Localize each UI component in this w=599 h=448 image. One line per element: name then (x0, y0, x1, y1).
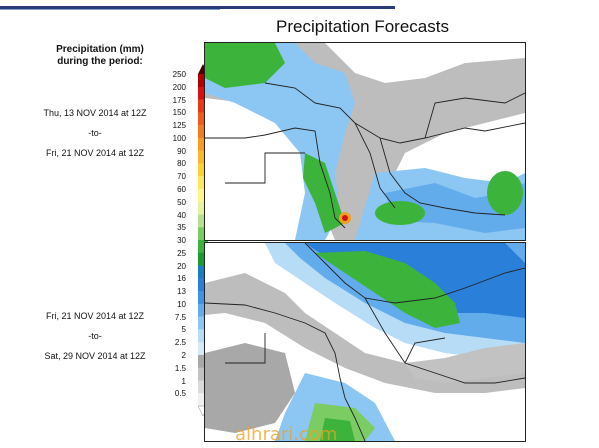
header-rule-accent (0, 9, 220, 10)
scale-swatch (198, 188, 208, 202)
scale-tick-label: 1.5 (174, 363, 186, 373)
precipitation-map-1 (205, 43, 525, 240)
scale-swatch (198, 74, 208, 88)
scale-swatch (198, 240, 208, 254)
scale-tick-label: 16 (177, 274, 186, 284)
scale-tick-label: 200 (172, 82, 186, 92)
scale-swatch (198, 163, 208, 177)
coastlines (205, 82, 525, 229)
green-band-north (315, 251, 460, 328)
period-2-start: Fri, 21 NOV 2014 at 12Z (45, 311, 145, 321)
scale-tick-label: 25 (177, 248, 186, 258)
scale-tick-label: 30 (177, 236, 186, 245)
scale-tick-label: 13 (177, 287, 186, 297)
scale-tick-label: 100 (172, 133, 186, 143)
green-band (205, 43, 285, 88)
scale-tick-label: 250 (172, 70, 186, 79)
scale-swatch (198, 303, 208, 317)
scale-swatch (198, 342, 208, 356)
scale-tick-label: 5 (181, 325, 186, 335)
scale-swatch (198, 380, 208, 394)
scale-tick-label: 2.5 (174, 338, 186, 348)
gray-band-south (205, 343, 295, 433)
scale-tick-label: 0.5 (174, 389, 186, 399)
period-1: Thu, 13 NOV 2014 at 12Z -to- Fri, 21 NOV… (30, 103, 160, 163)
watermark: alhrari.com (235, 424, 338, 445)
scale-swatch (198, 112, 208, 126)
scale-swatch (198, 137, 208, 151)
scale-swatch (198, 99, 208, 113)
scale-swatch (198, 252, 208, 266)
period-2-end: Sat, 29 NOV 2014 at 12Z (44, 351, 146, 361)
coastlines (205, 243, 525, 441)
scale-swatch (198, 227, 208, 241)
period-1-end: Fri, 21 NOV 2014 at 12Z (45, 148, 145, 158)
green-band-south-core (320, 418, 355, 441)
heavy-rain-core (342, 215, 348, 221)
scale-tick-label: 10 (177, 299, 186, 309)
scale-tick-label: 7.5 (174, 312, 186, 322)
period-1-separator: -to- (88, 128, 102, 138)
scale-tick-label: 50 (177, 197, 186, 207)
scale-swatch (198, 176, 208, 190)
scale-tick-label: 2 (181, 350, 186, 360)
scale-swatch (198, 278, 208, 292)
scale-swatch (198, 265, 208, 279)
scale-tick-label: 150 (172, 108, 186, 118)
color-scale-bar (198, 64, 208, 416)
subtitle-line-2: during the period: (57, 56, 143, 67)
scale-tick-label: 1 (181, 376, 186, 386)
scale-tick-label: 40 (177, 210, 186, 220)
scale-swatch (198, 367, 208, 381)
green-cell-east (487, 171, 523, 215)
scale-tick-label: 35 (177, 223, 186, 233)
scale-swatch (198, 291, 208, 305)
scale-swatch (198, 201, 208, 215)
scale-swatch (198, 150, 208, 164)
scale-swatch (198, 329, 208, 343)
period-1-start: Thu, 13 NOV 2014 at 12Z (43, 108, 147, 118)
scale-tick-label: 90 (177, 146, 186, 156)
period-2: Fri, 21 NOV 2014 at 12Z -to- Sat, 29 NOV… (30, 306, 160, 366)
gray-band-north (205, 273, 525, 393)
scale-tick-label: 60 (177, 184, 186, 194)
scale-swatch (198, 354, 208, 368)
scale-swatch (198, 125, 208, 139)
green-cell-center (375, 201, 425, 225)
scale-swatch (198, 214, 208, 228)
scale-tick-label: 20 (177, 261, 186, 271)
subtitle-line-1: Precipitation (mm) (56, 44, 144, 55)
scale-swatch (198, 393, 208, 407)
scale-swatch (198, 316, 208, 330)
map-panel-period-2 (204, 242, 526, 442)
map-panel-period-1 (204, 42, 526, 241)
header-rule (0, 6, 395, 9)
scale-swatch (198, 86, 208, 100)
scale-tick-label: 175 (172, 95, 186, 105)
precipitation-map-2 (205, 243, 525, 441)
legend-subtitle: Precipitation (mm) during the period: (40, 44, 160, 68)
green-band-2 (303, 153, 345, 233)
scale-tick-label: 80 (177, 159, 186, 169)
page-title: Precipitation Forecasts (276, 17, 449, 36)
scale-tick-label: 125 (172, 121, 186, 131)
scale-tick-label: 70 (177, 172, 186, 182)
period-2-separator: -to- (88, 331, 102, 341)
